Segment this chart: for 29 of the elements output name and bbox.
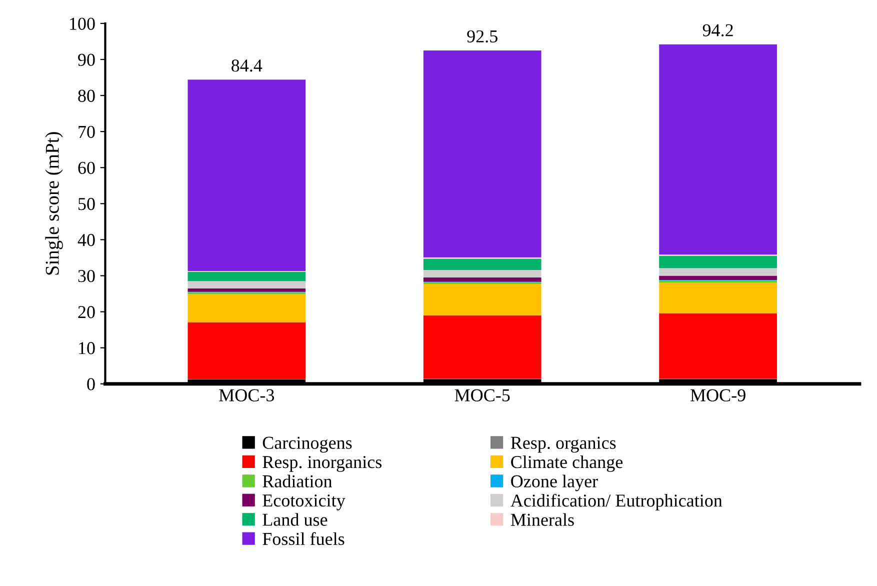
y-tick-label: 60	[78, 162, 95, 174]
y-tick-label: 0	[87, 378, 95, 390]
y-axis-title: Single score (mPt)	[45, 132, 63, 275]
total-label: 94.2	[702, 24, 733, 36]
x-tick-label: MOC-3	[219, 389, 274, 402]
y-tick-label: 50	[78, 198, 95, 210]
y-tick-label: 30	[78, 270, 95, 282]
legend-label: Ecotoxicity	[262, 494, 346, 510]
legend-label: Resp. organics	[510, 436, 616, 453]
y-tick-label: 40	[78, 234, 95, 246]
y-tick-label: 80	[78, 90, 95, 102]
legend-label: Ozone layer	[511, 474, 598, 492]
legend-label: Carcinogens	[262, 436, 352, 453]
y-tick-label: 20	[78, 306, 95, 318]
y-tick-label: 100	[70, 18, 95, 30]
legend-label: Acidification/ Eutrophication	[510, 494, 722, 510]
x-tick-label: MOC-5	[454, 389, 510, 402]
legend-label: Resp. inorganics	[262, 456, 382, 472]
y-tick-label: 90	[78, 54, 95, 66]
legend-label: Climate change	[511, 455, 623, 472]
x-tick-label: MOC-9	[690, 389, 746, 402]
total-label: 84.4	[232, 59, 262, 72]
legend-label: Fossil fuels	[262, 532, 344, 546]
legend-label: Radiation	[262, 474, 332, 488]
y-tick-label: 70	[78, 126, 95, 138]
legend-label: Land use	[262, 513, 328, 526]
total-label: 92.5	[467, 30, 498, 43]
y-tick-label: 10	[79, 342, 95, 354]
legend-label: Minerals	[510, 513, 574, 526]
